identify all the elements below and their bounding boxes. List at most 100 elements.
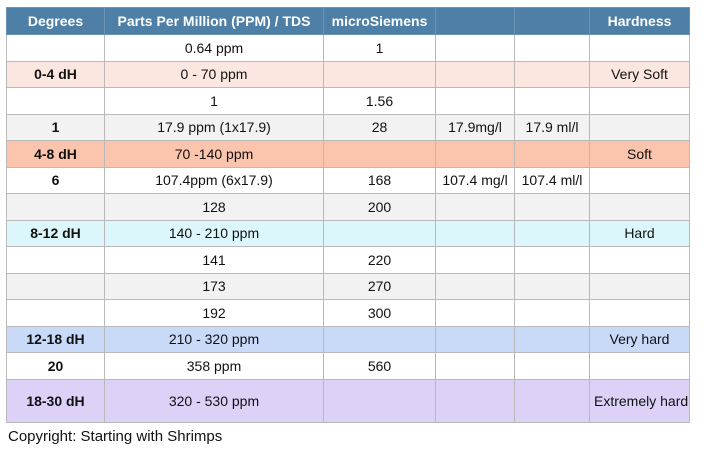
cell-ml-per-l	[514, 272, 590, 300]
cell-ml-per-l	[514, 87, 590, 115]
cell-hardness: Hard	[589, 219, 690, 247]
cell-ml-per-l	[514, 299, 590, 327]
cell-microsiemens: 200	[323, 193, 436, 221]
cell-ml-per-l: 17.9 ml/l	[514, 113, 590, 141]
cell-ml-per-l	[514, 352, 590, 380]
cell-ppm: 0 - 70 ppm	[104, 60, 324, 88]
cell-hardness	[589, 299, 690, 327]
cell-degrees: 8-12 dH	[6, 219, 105, 247]
cell-ppm: 210 - 320 ppm	[104, 325, 324, 353]
header-microsiemens: microSiemens	[323, 7, 436, 35]
cell-ml-per-l	[514, 219, 590, 247]
table-row: 20 358 ppm 560	[6, 352, 690, 380]
table-row: 141 220	[6, 246, 690, 274]
cell-ppm: 70 -140 ppm	[104, 140, 324, 168]
cell-mg-per-l	[435, 325, 515, 353]
table-body: 0.64 ppm 1 0-4 dH 0 - 70 ppm Very Soft 1…	[6, 34, 690, 423]
table-row: 1 1.56	[6, 87, 690, 115]
cell-ml-per-l	[514, 325, 590, 353]
cell-ppm: 192	[104, 299, 324, 327]
cell-degrees	[6, 34, 105, 62]
cell-mg-per-l	[435, 246, 515, 274]
table-row: 4-8 dH 70 -140 ppm Soft	[6, 140, 690, 168]
table-row: 8-12 dH 140 - 210 ppm Hard	[6, 219, 690, 247]
cell-microsiemens: 220	[323, 246, 436, 274]
cell-mg-per-l: 17.9mg/l	[435, 113, 515, 141]
header-mg-per-l	[435, 7, 515, 35]
cell-ml-per-l	[514, 378, 590, 423]
table-row: 173 270	[6, 272, 690, 300]
cell-degrees: 1	[6, 113, 105, 141]
cell-degrees: 12-18 dH	[6, 325, 105, 353]
header-hardness: Hardness	[589, 7, 690, 35]
cell-mg-per-l	[435, 140, 515, 168]
cell-degrees: 0-4 dH	[6, 60, 105, 88]
table-row: 0-4 dH 0 - 70 ppm Very Soft	[6, 60, 690, 88]
cell-mg-per-l	[435, 378, 515, 423]
cell-ppm: 107.4ppm (6x17.9)	[104, 166, 324, 194]
cell-degrees: 4-8 dH	[6, 140, 105, 168]
cell-mg-per-l	[435, 34, 515, 62]
cell-ml-per-l	[514, 246, 590, 274]
table-row: 192 300	[6, 299, 690, 327]
header-degrees: Degrees	[6, 7, 105, 35]
cell-hardness	[589, 34, 690, 62]
cell-hardness: Very Soft	[589, 60, 690, 88]
cell-microsiemens: 300	[323, 299, 436, 327]
cell-degrees: 6	[6, 166, 105, 194]
cell-degrees	[6, 193, 105, 221]
cell-microsiemens: 1.56	[323, 87, 436, 115]
cell-mg-per-l	[435, 272, 515, 300]
cell-ppm: 128	[104, 193, 324, 221]
cell-hardness	[589, 166, 690, 194]
cell-microsiemens	[323, 325, 436, 353]
cell-ppm: 320 - 530 ppm	[104, 378, 324, 423]
cell-ppm: 0.64 ppm	[104, 34, 324, 62]
cell-microsiemens	[323, 140, 436, 168]
table-row: 12-18 dH 210 - 320 ppm Very hard	[6, 325, 690, 353]
cell-hardness	[589, 193, 690, 221]
cell-ml-per-l	[514, 193, 590, 221]
cell-mg-per-l	[435, 299, 515, 327]
cell-degrees: 18-30 dH	[6, 378, 105, 423]
cell-ml-per-l	[514, 34, 590, 62]
cell-ppm: 140 - 210 ppm	[104, 219, 324, 247]
cell-hardness	[589, 272, 690, 300]
cell-hardness: Soft	[589, 140, 690, 168]
table-row: 0.64 ppm 1	[6, 34, 690, 62]
cell-degrees	[6, 299, 105, 327]
cell-microsiemens: 28	[323, 113, 436, 141]
cell-ml-per-l: 107.4 ml/l	[514, 166, 590, 194]
cell-hardness	[589, 113, 690, 141]
cell-ppm: 358 ppm	[104, 352, 324, 380]
cell-degrees	[6, 246, 105, 274]
cell-ml-per-l	[514, 60, 590, 88]
cell-microsiemens	[323, 60, 436, 88]
header-ppm-tds: Parts Per Million (PPM) / TDS	[104, 7, 324, 35]
cell-microsiemens	[323, 219, 436, 247]
cell-mg-per-l	[435, 60, 515, 88]
cell-microsiemens: 270	[323, 272, 436, 300]
cell-degrees: 20	[6, 352, 105, 380]
cell-ml-per-l	[514, 140, 590, 168]
cell-mg-per-l: 107.4 mg/l	[435, 166, 515, 194]
cell-mg-per-l	[435, 87, 515, 115]
table-row: 1 17.9 ppm (1x17.9) 28 17.9mg/l 17.9 ml/…	[6, 113, 690, 141]
cell-ppm: 1	[104, 87, 324, 115]
header-row: Degrees Parts Per Million (PPM) / TDS mi…	[6, 7, 690, 35]
cell-hardness	[589, 352, 690, 380]
cell-hardness	[589, 246, 690, 274]
cell-degrees	[6, 272, 105, 300]
table-row: 6 107.4ppm (6x17.9) 168 107.4 mg/l 107.4…	[6, 166, 690, 194]
water-hardness-table: Degrees Parts Per Million (PPM) / TDS mi…	[6, 7, 690, 423]
cell-ppm: 141	[104, 246, 324, 274]
cell-microsiemens	[323, 378, 436, 423]
header-ml-per-l	[514, 7, 590, 35]
cell-ppm: 17.9 ppm (1x17.9)	[104, 113, 324, 141]
cell-mg-per-l	[435, 219, 515, 247]
cell-hardness	[589, 87, 690, 115]
table-header: Degrees Parts Per Million (PPM) / TDS mi…	[6, 7, 690, 35]
table-row: 128 200	[6, 193, 690, 221]
cell-microsiemens: 168	[323, 166, 436, 194]
cell-degrees	[6, 87, 105, 115]
